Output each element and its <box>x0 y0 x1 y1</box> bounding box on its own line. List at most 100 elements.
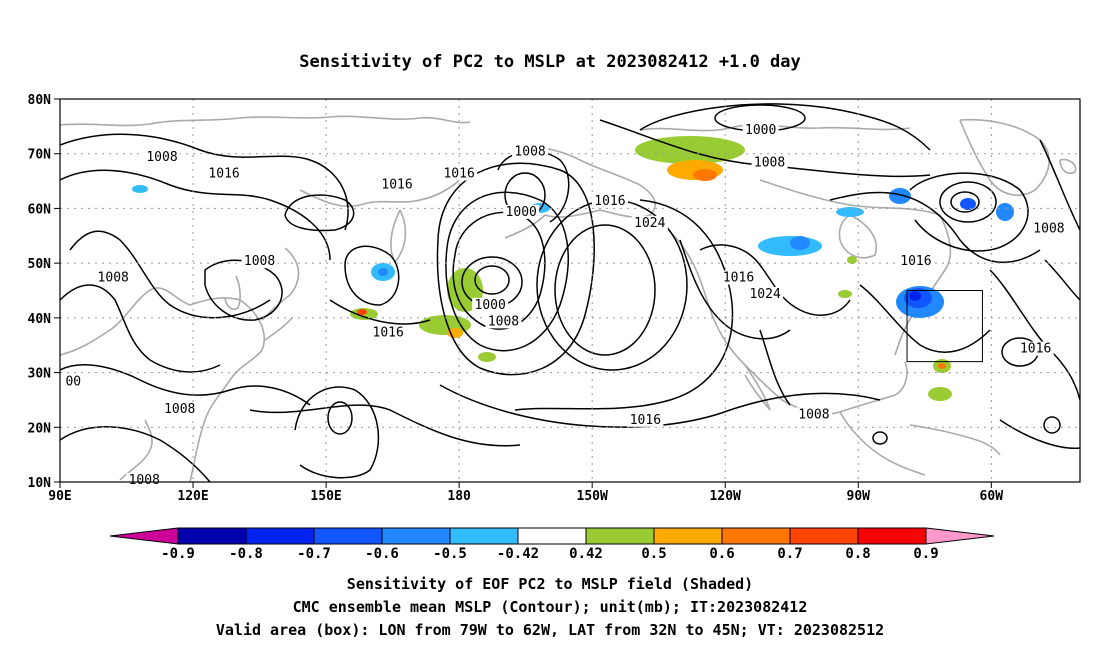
contour-line <box>60 364 311 406</box>
contour-line <box>60 284 221 373</box>
contour-label: 1016 <box>630 413 661 428</box>
contour-line <box>939 181 997 223</box>
contour-label-bg <box>370 325 407 340</box>
colorbar-label: 0.8 <box>845 546 870 562</box>
colorbar-segment <box>585 527 655 545</box>
colorbar-high-end <box>925 527 995 545</box>
lat-label: 30N <box>28 367 52 382</box>
colorbar-segment <box>381 527 451 545</box>
lon-label: 180 <box>447 489 471 504</box>
contour-line <box>445 191 569 352</box>
lat-label: 60N <box>28 202 52 217</box>
contour-line <box>60 426 211 482</box>
contour-label-bg <box>1030 221 1067 236</box>
contour-line <box>514 199 734 411</box>
contour-label-bg <box>206 166 243 181</box>
colorbar-segment <box>653 527 723 545</box>
colorbar-segment <box>857 527 927 545</box>
contour-label-bg <box>512 144 549 159</box>
contour-line <box>759 329 791 406</box>
contour-label: 1008 <box>244 254 275 269</box>
footer-line-3: Valid area (box): LON from 79W to 62W, L… <box>216 621 884 639</box>
contour-label: 1016 <box>594 194 625 209</box>
coastlines <box>60 115 1077 482</box>
map-title: Sensitivity of PC2 to MSLP at 2023082412… <box>299 52 801 72</box>
contour-label: 1024 <box>634 216 665 231</box>
contour-line <box>859 284 991 353</box>
contour-label: 1008 <box>1033 221 1064 236</box>
contour-label-bg <box>795 407 832 422</box>
contour-label: 1008 <box>798 407 829 422</box>
contour-label: 1016 <box>373 325 404 340</box>
contour-label: 1016 <box>443 167 474 182</box>
lat-label: 20N <box>28 421 52 436</box>
contour-label-bg <box>485 314 522 329</box>
contour-label-bg <box>751 155 788 170</box>
lat-label: 40N <box>28 312 52 327</box>
shade-patch <box>838 290 852 298</box>
colorbar-segment <box>789 527 859 545</box>
contour-line <box>436 162 595 376</box>
colorbar-segment <box>449 527 519 545</box>
contour-label-bg <box>441 166 478 181</box>
colorbar-segment <box>517 527 587 545</box>
colorbar-segment <box>245 527 315 545</box>
footer-line-2: CMC ensemble mean MSLP (Contour); unit(m… <box>293 598 808 616</box>
map-frame <box>59 98 1081 483</box>
colorbar-label: 0.6 <box>709 546 734 562</box>
contour-label-bg <box>161 401 198 416</box>
contour-labels: 1008101610161016100810001008100010161024… <box>63 123 1067 488</box>
lat-label: 80N <box>28 93 52 108</box>
lon-label: 120W <box>710 489 741 504</box>
contour-label-bg <box>503 204 540 219</box>
shade-patch <box>635 136 745 164</box>
contour-line <box>439 384 881 428</box>
contour-line <box>452 211 546 330</box>
shade-patch <box>938 363 946 369</box>
contour-label: 1016 <box>381 178 412 193</box>
contour-label: 1008 <box>488 314 519 329</box>
contour-label-bg <box>126 473 163 487</box>
shade-patch <box>836 207 864 217</box>
colorbar-segment <box>721 527 791 545</box>
contour-label-bg <box>1017 341 1054 356</box>
contour-line <box>909 172 1029 252</box>
contour-label-bg <box>144 150 180 165</box>
contour-label-bg <box>720 270 757 285</box>
lat-lon-grid <box>60 99 1080 482</box>
lon-label: 120E <box>177 489 208 504</box>
colorbar-segment <box>177 527 247 545</box>
contour-line <box>474 265 510 295</box>
shade-patch <box>693 169 717 181</box>
contour-line <box>60 133 349 231</box>
colorbar-label: -0.5 <box>433 546 467 562</box>
contour-label-bg <box>627 412 664 427</box>
colorbar: -0.9 -0.8 -0.7 -0.6 -0.5 -0.42 0.42 0.5 0.6 0.7 0.… <box>109 527 995 562</box>
colorbar-label: -0.42 <box>497 546 539 562</box>
footer-line-1: Sensitivity of EOF PC2 to MSLP field (Sh… <box>347 575 753 593</box>
contour-label-bg <box>379 177 416 192</box>
contour-line <box>872 431 888 445</box>
shade-patch <box>478 352 496 362</box>
contour-label: 1008 <box>164 402 195 417</box>
lon-label: 90W <box>847 489 871 504</box>
colorbar-label: -0.9 <box>161 546 195 562</box>
contour-line <box>344 245 400 306</box>
shade-patch <box>960 198 976 210</box>
contour-line <box>639 103 931 151</box>
colorbar-label: -0.6 <box>365 546 399 562</box>
colorbar-label: 0.7 <box>777 546 802 562</box>
latitude-labels: 80N 70N 60N 50N 40N 30N 20N 10N <box>28 93 60 491</box>
shade-patch <box>758 236 822 256</box>
contour-line <box>829 191 1041 264</box>
colorbar-segment <box>313 527 383 545</box>
shade-patch <box>889 188 911 204</box>
contour-label: 1016 <box>208 167 239 182</box>
colorbar-label: -0.8 <box>229 546 263 562</box>
lon-label: 60W <box>980 489 1004 504</box>
contour-line <box>554 224 656 356</box>
contour-label: 1000 <box>745 123 776 138</box>
longitude-labels: 90E 120E 150E 180 150W 120W 90W 60W <box>48 482 1003 504</box>
contour-label: 1008 <box>129 473 160 488</box>
